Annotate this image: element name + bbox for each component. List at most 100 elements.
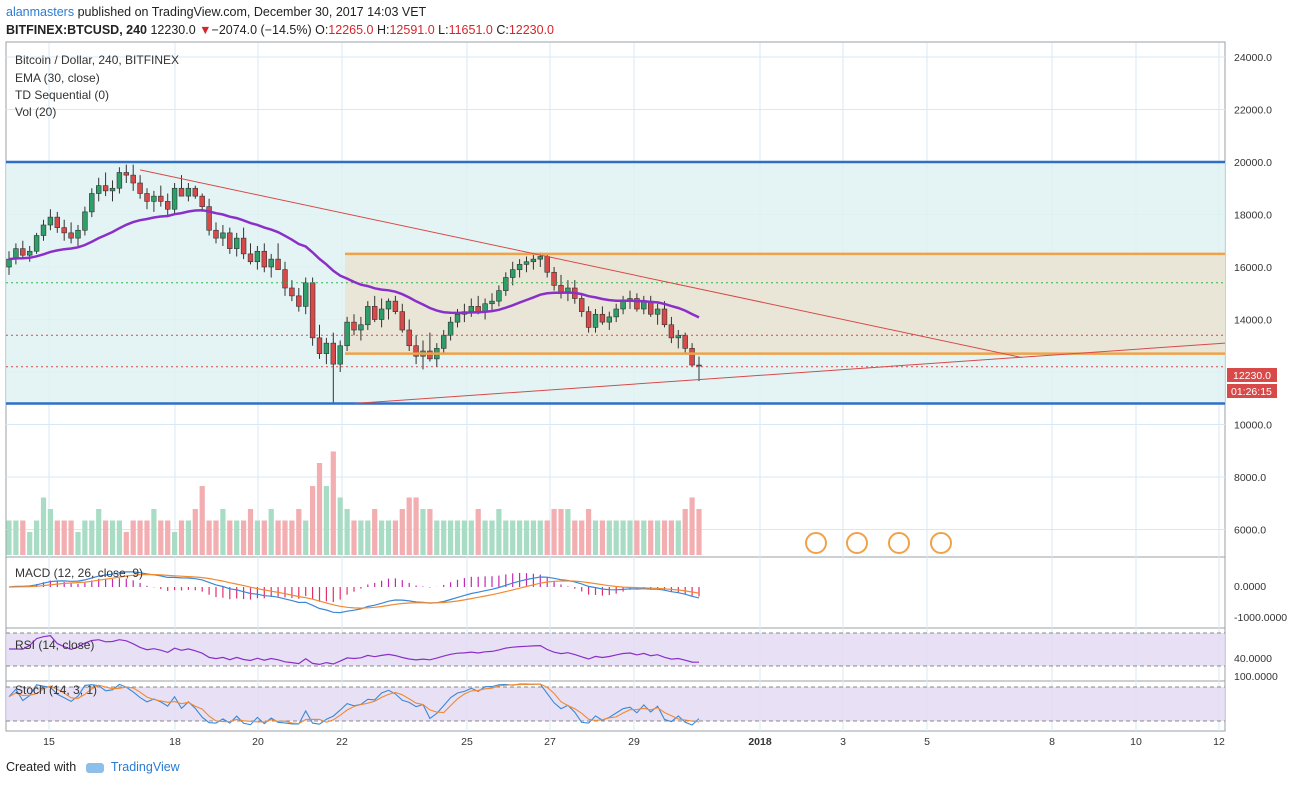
volume-bar <box>68 520 74 555</box>
volume-bar <box>358 520 364 555</box>
volume-bar <box>523 520 530 555</box>
candle-body <box>696 364 702 367</box>
volume-bar <box>668 520 674 555</box>
price-axis[interactable]: 24000.0 22000.0 20000.0 18000.0 16000.0 14000… <box>1234 52 1287 683</box>
volume-bar <box>385 520 392 555</box>
tradingview-link[interactable]: TradingView <box>110 760 180 774</box>
event-flags[interactable] <box>805 532 952 554</box>
legend-ema[interactable]: EMA (30, close) <box>15 71 100 85</box>
volume-bar <box>234 520 240 555</box>
volume-bar <box>634 520 640 555</box>
candle-body <box>330 342 336 365</box>
volume-bars <box>6 451 702 555</box>
indicator-tick-label: 100.0000 <box>1234 671 1278 683</box>
volume-bar <box>537 520 543 555</box>
candle-body <box>544 256 550 273</box>
price-tick-label: 16000.0 <box>1234 262 1272 274</box>
high-value: 12591.0 <box>389 23 435 37</box>
volume-bar <box>454 520 461 555</box>
time-tick-label: 2018 <box>748 736 772 748</box>
rsi-band <box>6 633 1225 666</box>
volume-bar <box>289 520 295 555</box>
last-price-badge <box>1227 368 1277 382</box>
candle-body <box>261 250 267 268</box>
volume-bar <box>158 520 164 555</box>
us-flag-event-icon[interactable] <box>846 532 868 554</box>
volume-bar <box>475 509 481 555</box>
volume-bar <box>489 520 495 555</box>
time-tick-label: 12 <box>1213 736 1225 748</box>
volume-bar <box>496 509 502 555</box>
candle-body <box>378 308 385 320</box>
volume-bar <box>282 520 288 555</box>
volume-bar <box>261 520 267 555</box>
volume-bar <box>344 509 350 555</box>
volume-bar <box>448 520 454 555</box>
candle-body <box>578 298 585 312</box>
volume-bar <box>103 520 109 555</box>
volume-bar <box>20 520 26 555</box>
candle-body <box>82 211 88 231</box>
candle-body <box>158 195 164 202</box>
volume-bar <box>379 520 385 555</box>
legend-rsi[interactable]: RSI (14, close) <box>15 638 94 652</box>
volume-bar <box>572 520 578 555</box>
candle-body <box>171 187 178 210</box>
candle-body <box>585 311 592 328</box>
candle-body <box>275 258 281 270</box>
volume-bar <box>151 509 157 555</box>
time-axis[interactable]: 15 18 20 22 25 27 29 2018 3 5 8 10 12 <box>43 736 1225 748</box>
legend-macd[interactable]: MACD (12, 26, close, 9) <box>15 566 143 580</box>
time-tick-label: 5 <box>924 736 930 748</box>
volume-bar <box>620 520 626 555</box>
candle-body <box>516 264 523 270</box>
candle-body <box>413 345 419 357</box>
volume-bar <box>682 509 688 555</box>
change-arrow-icon: ▼ <box>199 23 212 37</box>
volume-bar <box>606 520 612 555</box>
legend-main[interactable]: Bitcoin / Dollar, 240, BITFINEX <box>15 53 179 67</box>
candle-body <box>592 313 599 328</box>
volume-bar <box>227 520 233 555</box>
us-flag-event-icon[interactable] <box>805 532 827 554</box>
legend-vol[interactable]: Vol (20) <box>15 105 56 119</box>
volume-bar <box>82 520 88 555</box>
candle-body <box>371 306 378 320</box>
us-flag-event-icon[interactable] <box>930 532 952 554</box>
volume-bar <box>406 497 412 555</box>
volume-bar <box>641 520 647 555</box>
time-tick-label: 15 <box>43 736 55 748</box>
time-tick-label: 8 <box>1049 736 1055 748</box>
volume-bar <box>310 486 316 555</box>
candle-body <box>682 334 688 349</box>
volume-bar <box>54 520 60 555</box>
volume-bar <box>247 509 254 555</box>
price-tick-label: 14000.0 <box>1234 315 1272 327</box>
candle-body <box>661 308 668 326</box>
candle-body <box>20 248 26 256</box>
macd-pane[interactable] <box>5 556 1226 629</box>
candle-body <box>344 321 350 347</box>
volume-bar <box>337 497 343 555</box>
price-tick-label: 6000.0 <box>1234 525 1266 537</box>
us-flag-event-icon[interactable] <box>888 532 910 554</box>
close-label: C: <box>496 23 509 37</box>
candle-body <box>254 250 261 263</box>
volume-bar <box>213 520 219 555</box>
legend-td[interactable]: TD Sequential (0) <box>15 88 109 102</box>
price-tick-label: 18000.0 <box>1234 210 1272 222</box>
volume-bar <box>427 509 433 555</box>
time-tick-label: 22 <box>336 736 348 748</box>
volume-bar <box>75 532 81 555</box>
volume-bar <box>696 509 702 555</box>
macd-signal-line <box>8 573 700 609</box>
author-link[interactable]: alanmasters <box>6 5 75 19</box>
ema-line <box>8 208 700 319</box>
price-tick-label: 20000.0 <box>1234 157 1272 169</box>
candle-body <box>123 172 130 176</box>
legend-stoch[interactable]: Stoch (14, 3, 1) <box>15 683 97 697</box>
candle-body <box>96 185 102 194</box>
candle-body <box>289 287 295 297</box>
candle-body <box>503 277 509 291</box>
